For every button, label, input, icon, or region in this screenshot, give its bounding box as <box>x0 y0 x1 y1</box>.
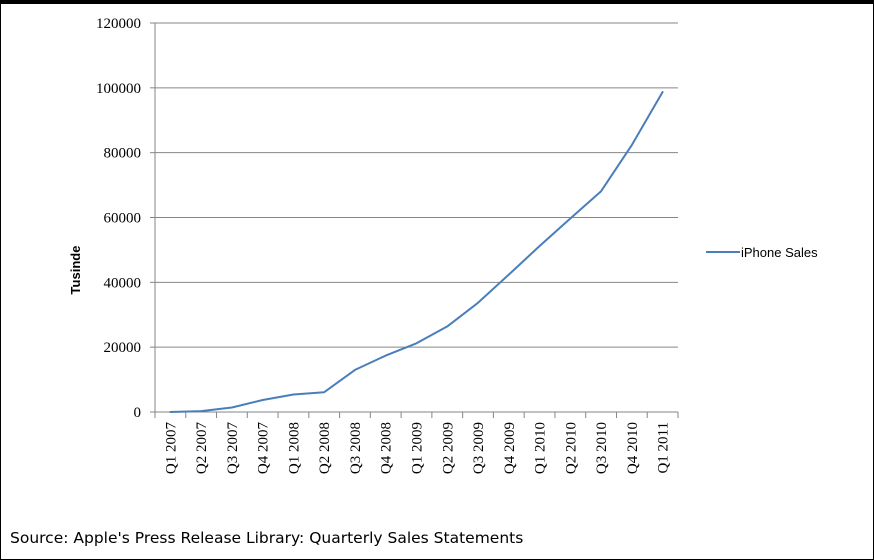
y-tick-labels: 0 20000 40000 60000 80000 100000 120000 <box>96 16 141 421</box>
y-tick-label: 120000 <box>96 16 141 32</box>
x-tick-label: Q2 2007 <box>194 422 210 475</box>
x-tick-label: Q1 2010 <box>533 422 549 474</box>
x-tick-label: Q1 2009 <box>410 422 426 474</box>
x-tick-label: Q3 2007 <box>225 422 241 475</box>
y-tick-label: 0 <box>134 405 142 421</box>
legend: iPhone Sales <box>706 245 818 260</box>
y-tick-label: 60000 <box>104 211 142 227</box>
x-tick-label: Q1 2008 <box>286 422 302 474</box>
gridlines <box>155 22 678 348</box>
x-tick-label: Q2 2010 <box>563 422 579 474</box>
x-tick-label: Q3 2008 <box>348 422 364 474</box>
x-tick-label: Q4 2009 <box>502 422 518 474</box>
x-tick-labels: Q1 2007 Q2 2007 Q3 2007 Q4 2007 Q1 2008 Q2 20… <box>163 422 671 475</box>
x-tick-label: Q2 2008 <box>317 422 333 474</box>
x-tick-label: Q3 2010 <box>594 422 610 474</box>
legend-label: iPhone Sales <box>741 245 818 260</box>
x-tick-label: Q1 2011 <box>656 422 672 474</box>
y-tick-label: 100000 <box>96 81 141 97</box>
y-axis-label: Tusinde <box>68 246 83 295</box>
x-tick-label: Q4 2010 <box>625 422 641 474</box>
series-lines <box>169 91 664 413</box>
x-tick-label: Q3 2009 <box>471 422 487 474</box>
x-tick-label: Q4 2007 <box>256 422 272 475</box>
x-tick-label: Q4 2008 <box>379 422 395 474</box>
source-caption: Source: Apple's Press Release Library: Q… <box>10 529 524 547</box>
axes <box>150 22 679 418</box>
x-tick-label: Q2 2009 <box>440 422 456 474</box>
y-tick-label: 80000 <box>104 146 142 162</box>
line-chart: 0 20000 40000 60000 80000 100000 120000 Q1 200… <box>68 16 818 475</box>
x-tick-label: Q1 2007 <box>163 422 179 475</box>
series-line <box>169 91 664 413</box>
y-tick-label: 40000 <box>104 275 142 291</box>
y-tick-label: 20000 <box>104 340 142 356</box>
